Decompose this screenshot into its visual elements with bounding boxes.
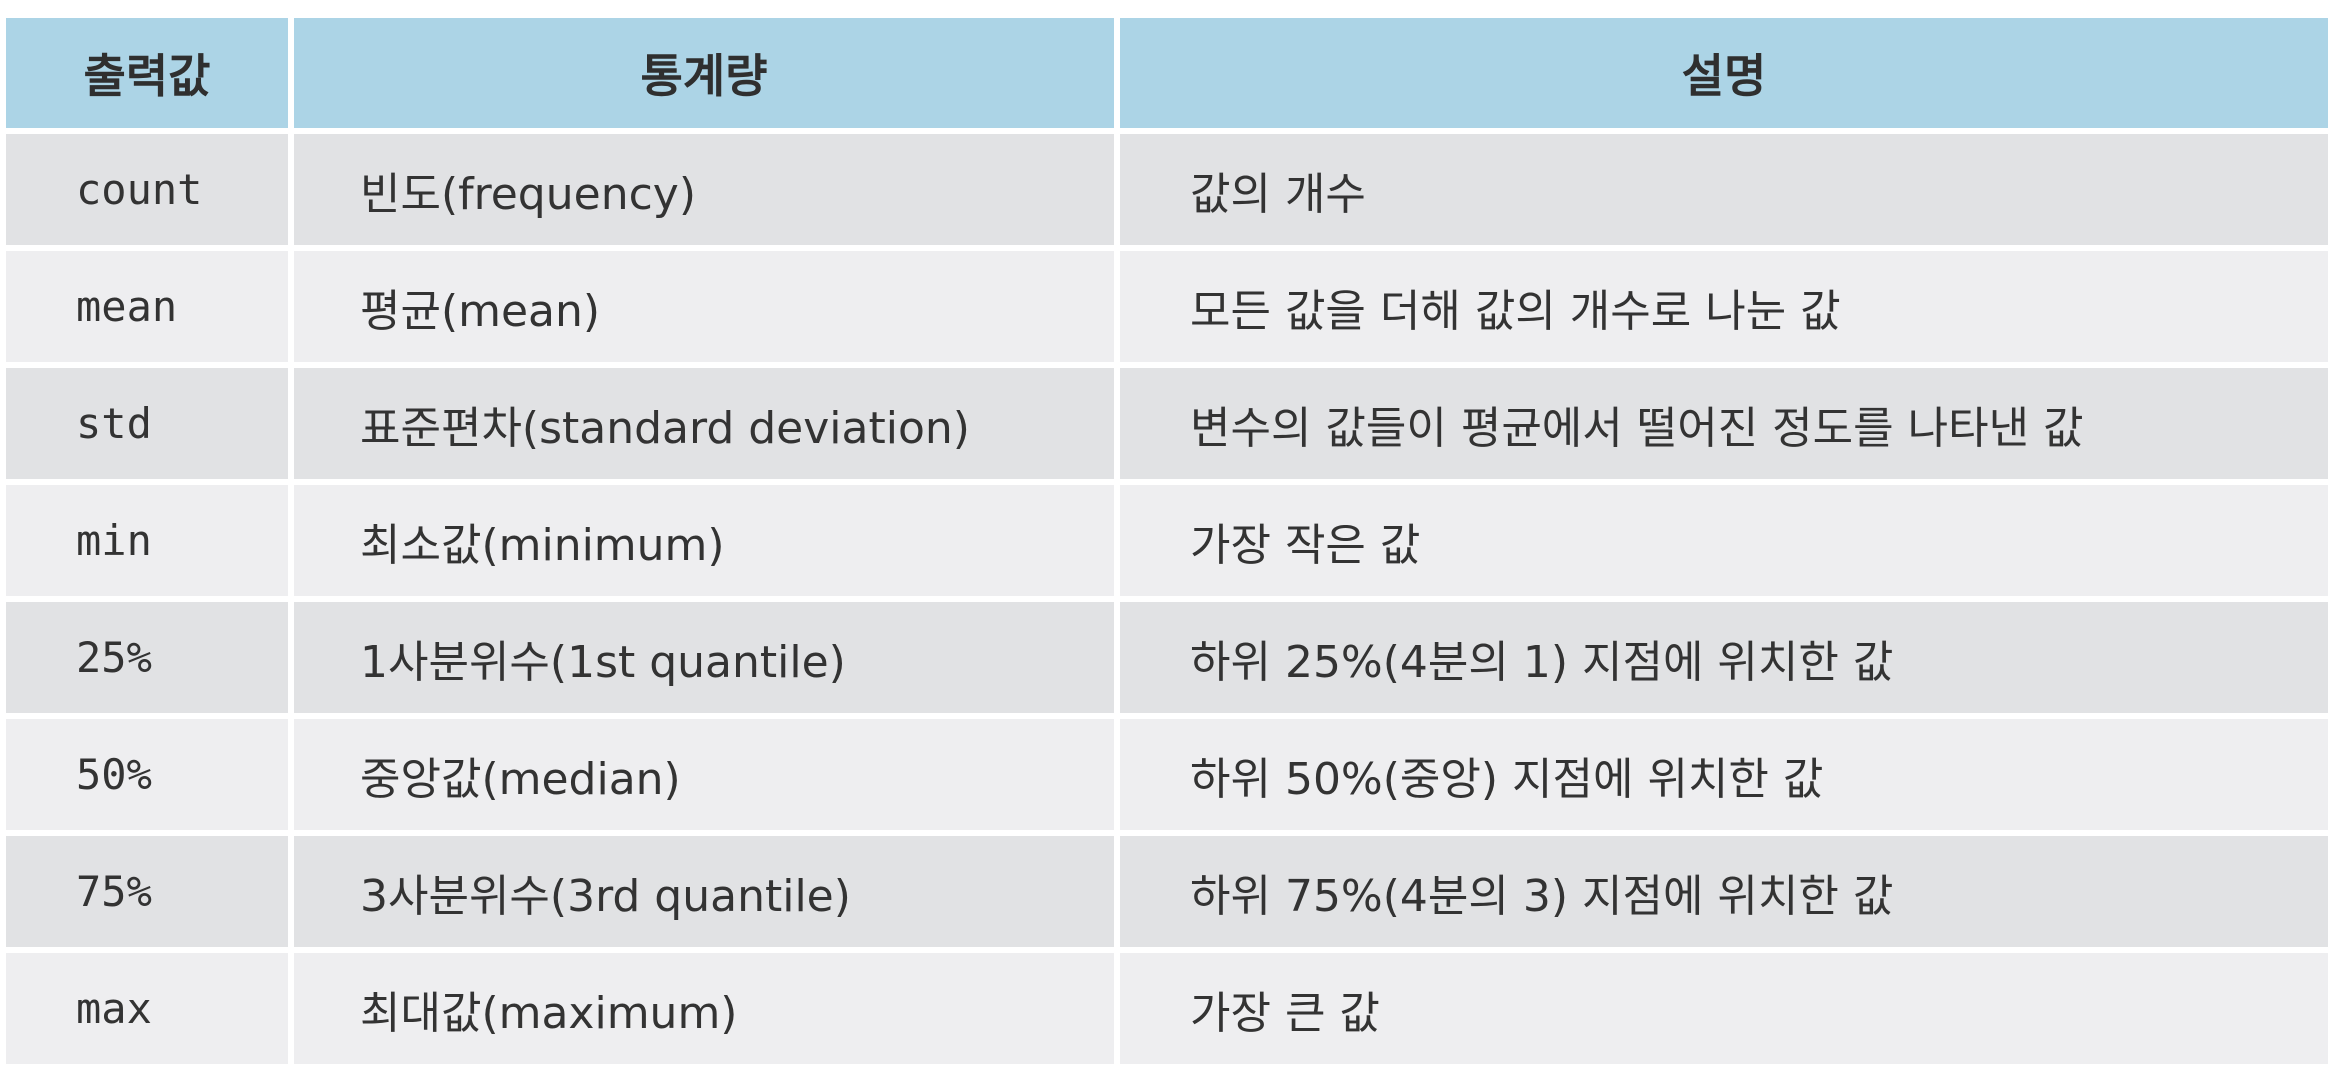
- statistic-cell: 최소값(minimum): [294, 485, 1114, 596]
- output-cell: std: [6, 368, 288, 479]
- table-row: 50% 중앙값(median) 하위 50%(중앙) 지점에 위치한 값: [6, 719, 2328, 830]
- output-cell: max: [6, 953, 288, 1064]
- description-cell: 하위 75%(4분의 3) 지점에 위치한 값: [1120, 836, 2328, 947]
- table-row: 25% 1사분위수(1st quantile) 하위 25%(4분의 1) 지점에 …: [6, 602, 2328, 713]
- description-cell: 값의 개수: [1120, 134, 2328, 245]
- description-cell: 하위 25%(4분의 1) 지점에 위치한 값: [1120, 602, 2328, 713]
- statistic-cell: 평균(mean): [294, 251, 1114, 362]
- table-row: mean 평균(mean) 모든 값을 더해 값의 개수로 나눈 값: [6, 251, 2328, 362]
- output-cell: min: [6, 485, 288, 596]
- statistics-table: 출력값 통계량 설명 count 빈도(frequency) 값의 개수 mean 평균…: [0, 12, 2329, 1070]
- output-cell: 75%: [6, 836, 288, 947]
- table-row: max 최대값(maximum) 가장 큰 값: [6, 953, 2328, 1064]
- header-statistic: 통계량: [294, 18, 1114, 128]
- table-row: min 최소값(minimum) 가장 작은 값: [6, 485, 2328, 596]
- header-description: 설명: [1120, 18, 2328, 128]
- statistic-cell: 표준편차(standard deviation): [294, 368, 1114, 479]
- statistic-cell: 중앙값(median): [294, 719, 1114, 830]
- output-cell: mean: [6, 251, 288, 362]
- header-row: 출력값 통계량 설명: [6, 18, 2328, 128]
- statistic-cell: 빈도(frequency): [294, 134, 1114, 245]
- table-row: std 표준편차(standard deviation) 변수의 값들이 평균에서 …: [6, 368, 2328, 479]
- header-output: 출력값: [6, 18, 288, 128]
- description-cell: 하위 50%(중앙) 지점에 위치한 값: [1120, 719, 2328, 830]
- description-cell: 가장 작은 값: [1120, 485, 2328, 596]
- description-cell: 모든 값을 더해 값의 개수로 나눈 값: [1120, 251, 2328, 362]
- statistic-cell: 3사분위수(3rd quantile): [294, 836, 1114, 947]
- output-cell: 50%: [6, 719, 288, 830]
- description-cell: 가장 큰 값: [1120, 953, 2328, 1064]
- table-row: count 빈도(frequency) 값의 개수: [6, 134, 2328, 245]
- description-cell: 변수의 값들이 평균에서 떨어진 정도를 나타낸 값: [1120, 368, 2328, 479]
- output-cell: count: [6, 134, 288, 245]
- statistic-cell: 1사분위수(1st quantile): [294, 602, 1114, 713]
- table-row: 75% 3사분위수(3rd quantile) 하위 75%(4분의 3) 지점에 …: [6, 836, 2328, 947]
- output-cell: 25%: [6, 602, 288, 713]
- statistic-cell: 최대값(maximum): [294, 953, 1114, 1064]
